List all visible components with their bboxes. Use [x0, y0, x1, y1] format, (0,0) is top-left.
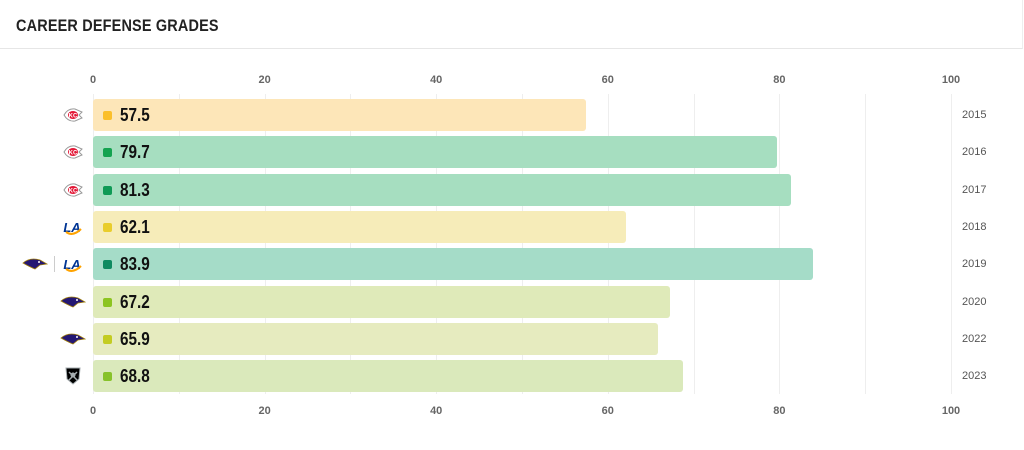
gridline [93, 94, 94, 394]
x-tick-label-top: 20 [258, 74, 271, 86]
grade-bar: 65.9 [93, 322, 659, 355]
season-year-label: 2016 [962, 146, 987, 159]
season-year-label: 2015 [962, 109, 987, 121]
chiefs-logo-icon: KC [62, 181, 84, 199]
chiefs-logo-icon: KC [62, 106, 84, 124]
svg-text:KC: KC [69, 151, 78, 157]
x-tick-label-bottom: 0 [89, 405, 97, 417]
grade-value-label: 68.8 [120, 366, 150, 387]
x-tick-label-top: 40 [430, 74, 443, 86]
season-year-label: 2023 [962, 370, 987, 383]
grade-color-dot [103, 372, 112, 382]
season-year-label: 2018 [962, 220, 987, 233]
x-tick-label-top: 80 [773, 74, 786, 86]
rams-logo-icon: LA [62, 218, 84, 236]
x-tick-label-bottom: 100 [941, 405, 961, 417]
grade-bar: 62.1 [93, 210, 626, 243]
grade-bar: 79.7 [93, 136, 777, 169]
gridline [350, 94, 352, 394]
gridline [436, 94, 438, 394]
grade-value-label: 83.9 [120, 254, 150, 275]
grade-value-label: 79.7 [120, 142, 150, 163]
chiefs-logo-icon: KC [62, 143, 84, 161]
grade-value-label: 57.5 [120, 105, 150, 125]
season-year-label: 2019 [962, 258, 987, 271]
rams-logo-icon: LA [62, 255, 84, 273]
x-tick-label-top: 60 [601, 74, 614, 86]
x-tick-label-bottom: 20 [258, 405, 271, 417]
grade-bar: 68.8 [93, 360, 684, 393]
x-tick-label-bottom: 80 [773, 405, 786, 417]
x-tick-label-bottom: 60 [601, 405, 614, 417]
gridline [865, 94, 867, 394]
grade-color-dot [103, 148, 112, 158]
gridline [951, 94, 952, 394]
panel-title: CAREER DEFENSE GRADES [16, 16, 219, 35]
grade-value-label: 65.9 [120, 328, 150, 349]
grade-bar: 67.2 [93, 285, 670, 318]
grade-color-dot [103, 260, 112, 270]
ravens-logo-icon [60, 330, 87, 348]
panel-header: CAREER DEFENSE GRADES [0, 0, 1023, 49]
x-tick-label-top: 0 [89, 74, 97, 86]
team-separator [54, 256, 55, 273]
gridline [693, 94, 695, 394]
grade-color-dot [103, 222, 112, 232]
grade-color-dot [103, 185, 112, 195]
grade-color-dot [103, 111, 112, 120]
svg-text:LA: LA [63, 220, 80, 235]
gridline [522, 94, 523, 394]
grade-bar: 83.9 [93, 248, 813, 281]
grade-bar: 57.5 [93, 99, 587, 131]
gridline [178, 94, 180, 394]
gridline [264, 94, 266, 394]
svg-text:KC: KC [69, 188, 78, 194]
season-year-label: 2022 [962, 332, 987, 345]
season-year-label: 2017 [962, 183, 987, 196]
season-year-label: 2020 [962, 295, 987, 308]
grade-color-dot [103, 297, 112, 307]
x-tick-label-top: 100 [941, 74, 961, 86]
grade-value-label: 81.3 [120, 179, 150, 200]
grade-bar: 81.3 [93, 173, 791, 206]
svg-text:KC: KC [69, 114, 78, 120]
raiders-logo-icon [62, 367, 84, 385]
gridline [607, 94, 609, 394]
svg-text:LA: LA [63, 257, 80, 272]
grade-value-label: 62.1 [120, 216, 150, 237]
ravens-logo-icon [22, 255, 49, 273]
ravens-logo-icon [60, 293, 87, 311]
grade-value-label: 67.2 [120, 291, 150, 312]
gridline [779, 94, 781, 394]
x-tick-label-bottom: 40 [430, 405, 443, 417]
grade-color-dot [103, 334, 112, 344]
